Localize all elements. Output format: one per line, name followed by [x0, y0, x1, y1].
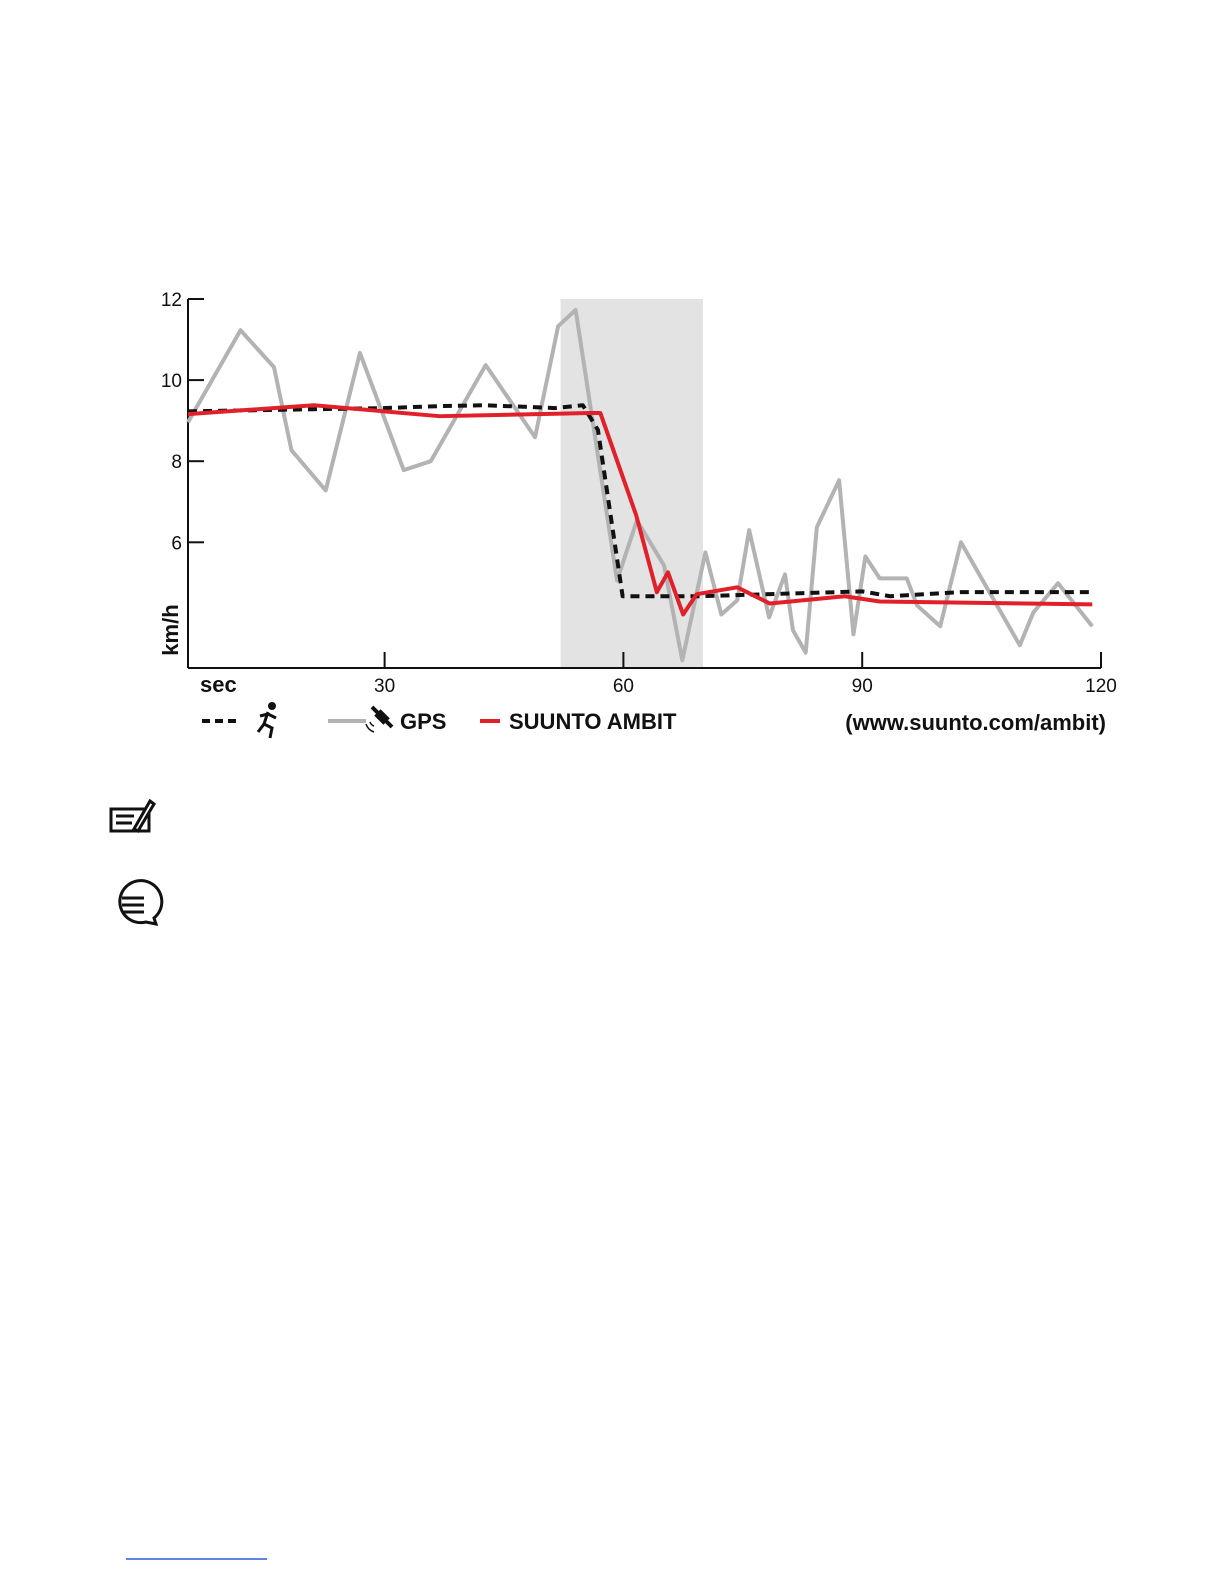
series-line	[186, 307, 1094, 663]
x-tick-label: 30	[374, 676, 395, 697]
series-line	[187, 403, 1093, 617]
note-icon	[109, 798, 156, 833]
x-tick-label: 120	[1085, 676, 1117, 697]
x-tick-label: 90	[852, 676, 873, 697]
y-tick-label: 6	[171, 533, 182, 554]
series-line	[187, 403, 1093, 599]
x-tick-label: 60	[613, 676, 634, 697]
legend-label: SUUNTO AMBIT	[509, 709, 677, 734]
y-axis-label: km/h	[158, 604, 183, 655]
comment-icon	[118, 879, 164, 926]
y-tick-label: 10	[161, 371, 182, 392]
y-tick-label: 12	[161, 290, 182, 311]
source: (www.suunto.com/ambit)	[845, 710, 1106, 735]
satellite-icon	[365, 705, 394, 733]
y-tick-label: 8	[171, 452, 182, 473]
runner-icon	[256, 702, 277, 739]
plot: 6 8 10 12 30 60 90 120	[161, 290, 1117, 697]
legend-label: GPS	[400, 709, 446, 734]
x-axis-label: sec	[200, 672, 237, 697]
